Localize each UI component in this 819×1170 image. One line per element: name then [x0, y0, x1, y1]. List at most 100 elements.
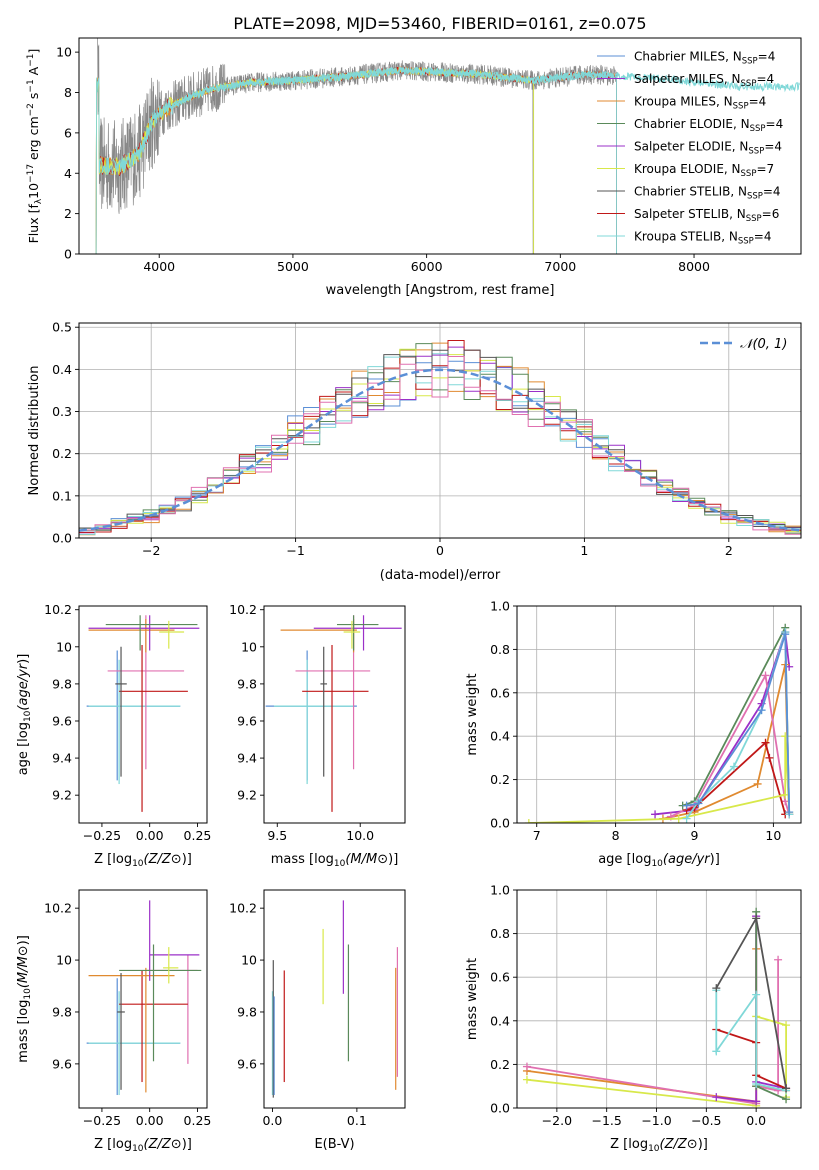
axes-frame — [516, 605, 802, 824]
x-tick-label: 2 — [725, 543, 733, 558]
y-tick-label: 9.6 — [237, 1056, 257, 1071]
errorbar-point — [119, 944, 202, 1062]
x-tick-label: 9 — [691, 828, 699, 843]
legend-label: Kroupa STELIB, NSSP=4 — [634, 230, 772, 247]
y-tick-label: 0.4 — [490, 1013, 510, 1028]
weight-marker — [682, 814, 691, 823]
weight-marker — [782, 1084, 791, 1093]
y-tick-label: 9.6 — [52, 1056, 72, 1071]
legend-label: Salpeter MILES, NSSP=4 — [634, 72, 774, 89]
weight-marker — [712, 1047, 721, 1056]
y-tick-label: 10.2 — [229, 901, 257, 916]
x-tick-label: 8000 — [678, 259, 710, 274]
weight-marker — [785, 808, 794, 817]
weight-marker — [757, 706, 766, 715]
x-tick-label: 8 — [612, 828, 620, 843]
x-tick-label: 0.0 — [746, 1113, 766, 1128]
x-tick-label: 0.25 — [184, 1113, 212, 1128]
y-axis-label: mass weight — [465, 958, 480, 1040]
weight-marker — [765, 753, 774, 762]
weight-marker — [761, 738, 770, 747]
weight-marker — [752, 914, 761, 923]
y-tick-label: 10 — [56, 953, 72, 968]
y-tick-label: 10.2 — [44, 901, 72, 916]
y-tick-label: 9.2 — [52, 788, 72, 803]
weight-marker — [782, 1021, 791, 1030]
legend-spectrum: Chabrier MILES, NSSP=4 Salpeter MILES, NS… — [597, 50, 783, 247]
y-tick-label: 0.2 — [490, 1057, 510, 1072]
x-axis-label: E(B-V) — [314, 1137, 354, 1152]
axes-spectrum: 4000 5000 6000 7000 8000 0 2 4 6 8 10 Chabrier MILE… — [26, 37, 802, 298]
y-tick-label: 10 — [241, 639, 257, 654]
axes-age-vs-mass: 9.5 10.0 9.2 9.4 9.6 9.8 10 10.2 mass [log10(M/M… — [229, 602, 406, 869]
weight-marker — [774, 1086, 783, 1095]
data-layer-age-vs-mass — [265, 615, 402, 812]
y-tick-label: 9.6 — [237, 713, 257, 728]
errorbar-point — [105, 615, 198, 651]
x-tick-label: −1.5 — [592, 1113, 622, 1128]
y-tick-label: 0.5 — [52, 320, 72, 335]
x-axis-label: age [log10(age/yr)] — [598, 852, 720, 869]
x-tick-label: −2.0 — [542, 1113, 572, 1128]
axes-weight-vs-Z: −2.0 −1.5 −1.0 −0.5 0.0 0.0 0.2 0.4 0.6 0.8 1.0 Z [… — [465, 883, 802, 1154]
y-tick-label: 8 — [64, 85, 72, 100]
axes-frame — [263, 889, 406, 1109]
y-tick-label: 9.6 — [52, 713, 72, 728]
errorbar-point — [119, 644, 188, 812]
errorbar-point — [320, 646, 328, 777]
axes-mass-vs-ebv: 0.0 0.1 9.6 9.8 10 10.2 E(B-V) — [229, 889, 406, 1152]
y-axis-label: mass weight — [465, 673, 480, 755]
x-tick-label: −0.25 — [83, 1113, 121, 1128]
weight-marker — [712, 984, 721, 993]
errorbar-point — [343, 620, 361, 649]
errorbar-point — [88, 659, 181, 785]
y-tick-label: 9.8 — [52, 1004, 72, 1019]
x-tick-label: 5000 — [277, 259, 309, 274]
y-tick-label: 6 — [64, 125, 72, 140]
errorbar-point — [88, 967, 175, 1093]
axes-weight-vs-age: 7 8 9 10 0.0 0.2 0.4 0.6 0.8 1.0 age [log10(age/yr… — [465, 599, 802, 869]
y-tick-label: 0.8 — [490, 642, 510, 657]
y-axis-label: Normed distribution — [27, 366, 42, 496]
errorbar-point — [88, 615, 200, 651]
legend-label: Salpeter ELODIE, NSSP=4 — [634, 140, 782, 157]
errorbar-point — [149, 900, 200, 981]
gaussian-curve — [79, 368, 801, 532]
data-layer-mass-vs-ebv — [271, 900, 399, 1098]
errorbar-point — [117, 973, 125, 1090]
weight-marker — [782, 1095, 791, 1104]
y-tick-label: 9.8 — [52, 676, 72, 691]
x-tick-label: 1 — [580, 543, 588, 558]
weight-marker — [729, 762, 738, 771]
y-tick-label: 1.0 — [490, 599, 510, 614]
x-tick-label: 6000 — [411, 259, 443, 274]
legend-residuals: 𝒩(0, 1) — [700, 337, 787, 352]
data-layer-weight-vs-Z — [522, 907, 791, 1108]
x-tick-label: 0.00 — [136, 828, 164, 843]
y-tick-label: 2 — [64, 206, 72, 221]
histogram-series — [79, 356, 801, 538]
errorbar-point — [302, 644, 369, 812]
x-tick-label: −1 — [286, 543, 304, 558]
weight-marker — [651, 810, 660, 819]
x-tick-label: −0.25 — [83, 828, 121, 843]
x-tick-label: −2 — [142, 543, 160, 558]
x-tick-label: 9.5 — [267, 828, 287, 843]
y-tick-label: 10 — [241, 953, 257, 968]
axes-age-vs-Z: −0.25 0.00 0.25 9.2 9.4 9.6 9.8 10 10.2 Z [log10(… — [16, 602, 211, 869]
legend-label: Salpeter STELIB, NSSP=6 — [634, 207, 779, 224]
x-tick-label: 0.0 — [262, 1113, 282, 1128]
x-axis-label: Z [log10(Z/Z⊙)] — [94, 852, 192, 869]
y-axis-label: Flux [fλ10−17 erg cm−2 s−1 A−1] — [26, 49, 44, 244]
weight-marker — [712, 1093, 721, 1102]
x-tick-label: −1.0 — [641, 1113, 671, 1128]
x-tick-label: −0.5 — [691, 1113, 721, 1128]
x-tick-label: 0.00 — [136, 1113, 164, 1128]
y-tick-label: 0.3 — [52, 404, 72, 419]
legend-label: Chabrier MILES, NSSP=4 — [634, 50, 775, 67]
weight-marker — [522, 1075, 531, 1084]
y-tick-label: 9.4 — [237, 751, 257, 766]
weight-marker — [522, 1062, 531, 1071]
y-tick-label: 9.4 — [52, 751, 72, 766]
